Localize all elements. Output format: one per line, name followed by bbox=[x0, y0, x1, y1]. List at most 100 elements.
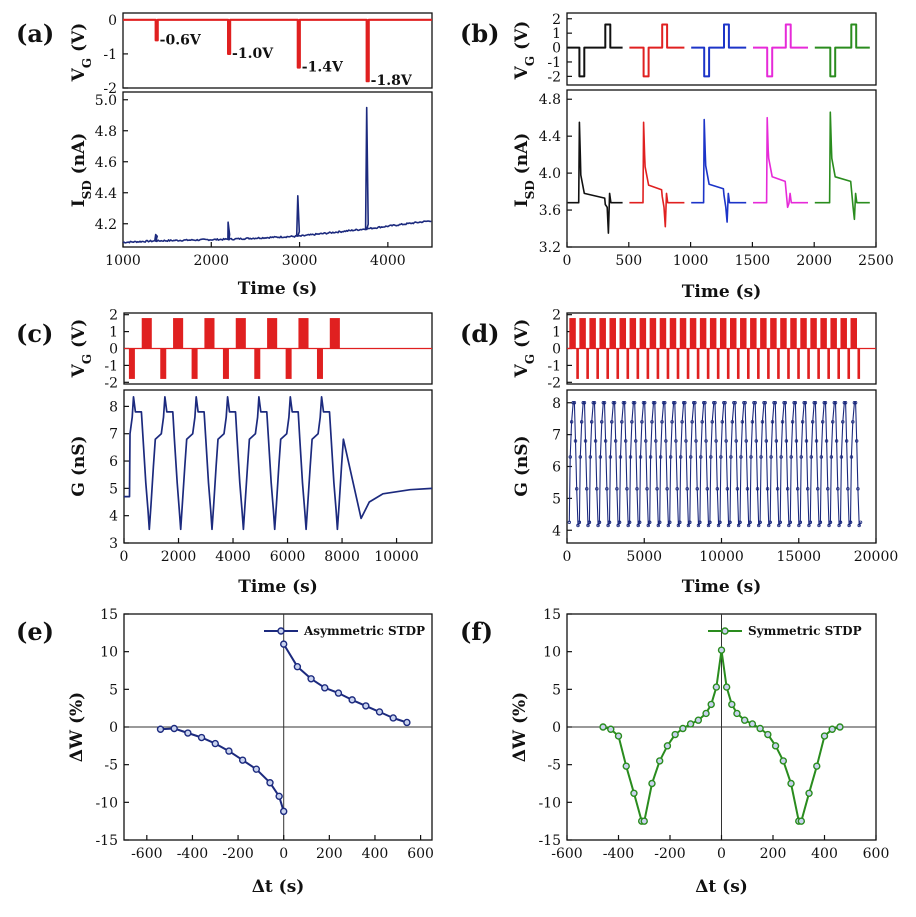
panel-d-pos-pulse bbox=[750, 318, 757, 349]
panel-f-symmetric-point bbox=[797, 817, 806, 825]
panel-d-neg-pulse bbox=[716, 348, 720, 379]
panel-c-pos-pulse bbox=[298, 318, 309, 349]
panel-d-marker bbox=[834, 439, 839, 443]
panel-e-positive-branch-point bbox=[307, 675, 315, 683]
panel-d-pos-pulse bbox=[639, 318, 647, 349]
panel-d-pos-pulse bbox=[599, 318, 606, 349]
panel-f-y-tick-label: 5 bbox=[552, 682, 561, 698]
panel-d-marker bbox=[775, 487, 780, 491]
panel-d-bottom-ylabel: G (nS) bbox=[512, 435, 532, 496]
panel-b-current-trace-5 bbox=[814, 111, 870, 221]
panel-a-pulse-label-1: -1.0V bbox=[232, 46, 274, 62]
panel-e-x-tick-label: -600 bbox=[131, 846, 162, 862]
panel-d-marker bbox=[715, 487, 720, 491]
panel-d-marker bbox=[670, 420, 674, 424]
panel-d-pos-pulse bbox=[689, 318, 697, 349]
panel-f-x-tick-label: 600 bbox=[863, 846, 890, 862]
panel-b-xlabel: Time (s) bbox=[682, 282, 762, 302]
panel-c-label: (c) bbox=[16, 319, 53, 348]
panel-d-marker bbox=[831, 420, 835, 424]
panel-d-marker bbox=[636, 523, 640, 528]
panel-d-marker bbox=[822, 401, 826, 405]
panel-f-symmetric-point bbox=[630, 789, 638, 797]
panel-f-x-tick-label: -200 bbox=[654, 846, 685, 862]
panel-e-negative-branch-point bbox=[170, 724, 178, 733]
panel-c-bottom-y-tick-label: 8 bbox=[109, 399, 118, 415]
panel-d-marker bbox=[616, 523, 620, 528]
panel-d-marker bbox=[600, 420, 604, 424]
panel-d-marker bbox=[637, 520, 642, 524]
panel-d-marker bbox=[773, 401, 777, 405]
panel-d-marker bbox=[640, 420, 644, 424]
panel-b-voltage-trace-1 bbox=[567, 23, 623, 78]
panel-d-marker bbox=[814, 439, 819, 443]
panel-a-bottom-y-tick-label: 4.4 bbox=[95, 186, 117, 202]
panel-b-label: (b) bbox=[460, 19, 500, 48]
panel-d-top-ylabel: VG (V) bbox=[512, 319, 537, 379]
panel-f-y-tick-label: 10 bbox=[543, 645, 561, 661]
panel-e-y-tick-label: -15 bbox=[95, 833, 118, 849]
panel-f-xlabel: Δt (s) bbox=[695, 877, 748, 897]
panel-d-marker bbox=[608, 455, 613, 459]
panel-c-x-tick-label: 6000 bbox=[270, 549, 306, 565]
panel-f-symmetric-point bbox=[614, 732, 623, 740]
panel-d-label: (d) bbox=[460, 319, 500, 348]
panel-d-marker bbox=[630, 420, 634, 424]
panel-d-marker bbox=[718, 520, 722, 524]
panel-f-x-tick-label: -400 bbox=[603, 846, 634, 862]
panel-d-marker bbox=[685, 487, 689, 491]
panel-d-marker bbox=[762, 401, 766, 405]
panel-f-symmetric-point bbox=[622, 762, 630, 770]
panel-d-marker bbox=[846, 487, 850, 491]
panel-d-marker bbox=[738, 520, 742, 524]
panel-d-marker bbox=[678, 520, 682, 524]
panel-d-neg-pulse bbox=[616, 348, 620, 379]
panel-d-marker bbox=[777, 523, 781, 528]
panel-c-neg-pulse bbox=[160, 348, 167, 379]
panel-c-pos-pulse bbox=[235, 318, 246, 349]
panel-c-pos-pulse bbox=[204, 318, 215, 349]
panel-d-marker bbox=[664, 439, 668, 443]
panel-d-marker bbox=[818, 520, 823, 524]
panel-d-marker bbox=[730, 420, 735, 424]
panel-d-neg-pulse bbox=[746, 348, 750, 379]
panel-d-pos-pulse bbox=[780, 318, 787, 349]
panel-f-legend-text: Symmetric STDP bbox=[748, 624, 862, 638]
panel-d-marker bbox=[780, 420, 785, 424]
panel-d-pos-pulse bbox=[740, 318, 747, 349]
panel-d-pos-pulse bbox=[790, 318, 797, 349]
panel-e-negative-branch-point bbox=[211, 739, 219, 748]
panel-d-neg-pulse bbox=[606, 348, 610, 379]
panel-d-marker bbox=[660, 420, 664, 424]
panel-c-top-ylabel: VG (V) bbox=[69, 319, 94, 379]
panel-d-marker bbox=[772, 401, 776, 405]
panel-a-x-tick-label: 1000 bbox=[105, 253, 141, 269]
panel-d-neg-pulse bbox=[736, 348, 740, 379]
panel-c-conductance-trace bbox=[124, 395, 433, 531]
panel-e-x-tick-label: 600 bbox=[407, 846, 434, 862]
panel-d-marker bbox=[793, 401, 798, 405]
panel-c-neg-pulse bbox=[128, 348, 135, 379]
panel-e-x-tick-label: -200 bbox=[222, 846, 253, 862]
panel-f-symmetric-point bbox=[671, 730, 679, 739]
panel-d-marker bbox=[851, 420, 855, 424]
panel-d-marker bbox=[836, 487, 840, 491]
panel-b-x-tick-label: 2000 bbox=[796, 253, 832, 269]
panel-f-symmetric-point bbox=[756, 724, 764, 733]
panel-d-neg-pulse bbox=[666, 348, 670, 379]
panel-a-xlabel: Time (s) bbox=[238, 279, 318, 299]
panel-d-marker bbox=[620, 420, 624, 424]
panel-d-marker bbox=[705, 487, 709, 491]
panel-d-neg-pulse bbox=[586, 348, 589, 379]
panel-c-xlabel: Time (s) bbox=[238, 577, 318, 597]
panel-a-x-tick-label: 4000 bbox=[370, 253, 406, 269]
panel-b-top-y-tick-label: 1 bbox=[552, 26, 561, 42]
panel-a-x-tick-label: 3000 bbox=[282, 253, 318, 269]
panel-d-pos-pulse bbox=[579, 318, 586, 349]
panel-d-pos-pulse bbox=[629, 318, 637, 349]
panel-d-marker bbox=[843, 401, 848, 405]
panel-a-bottom-frame bbox=[122, 91, 433, 248]
panel-d-marker bbox=[794, 439, 799, 443]
panel-e-negative-branch-point bbox=[252, 765, 261, 773]
